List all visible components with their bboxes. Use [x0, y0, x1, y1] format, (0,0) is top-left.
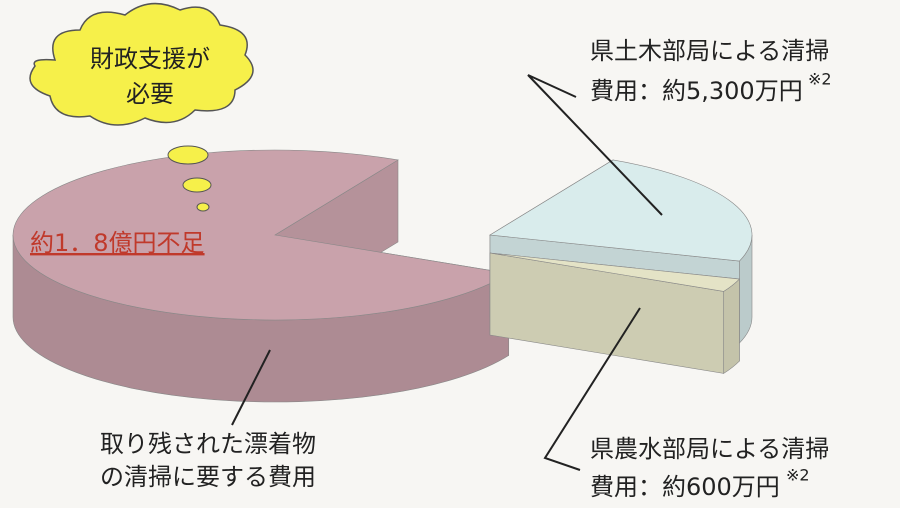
slice-label: 費用：約5,300万円: [590, 77, 803, 105]
slice-top: [489, 252, 741, 292]
superscript: ※2: [808, 70, 832, 89]
slice-side: [723, 278, 740, 374]
callout-text: 必要: [126, 80, 174, 108]
slice-top: [12, 149, 510, 321]
leader-line: [231, 349, 271, 426]
callout-cloud: [29, 2, 254, 126]
slice-label: 県土木部局による清掃: [590, 37, 829, 65]
slice-label: の清掃に要する費用: [100, 463, 316, 491]
pie: [12, 149, 753, 403]
cloud-bubble: [167, 145, 209, 165]
slice-label: 取り残された漂着物: [100, 430, 316, 458]
slice-label: 費用：約600万円: [590, 473, 780, 501]
slice-top: [489, 159, 753, 262]
pie-slice: [489, 252, 741, 374]
value-label: 約1．8億円不足: [30, 229, 205, 257]
leader-line: [543, 307, 641, 471]
leader-line: [527, 74, 663, 216]
pie-slice: [12, 149, 510, 403]
cloud-bubble: [196, 202, 210, 212]
superscript: ※2: [786, 466, 810, 485]
cloud-bubble: [182, 177, 212, 193]
callout-text: 財政支援が: [90, 45, 210, 73]
slice-label: 県農水部局による清掃: [590, 435, 829, 463]
